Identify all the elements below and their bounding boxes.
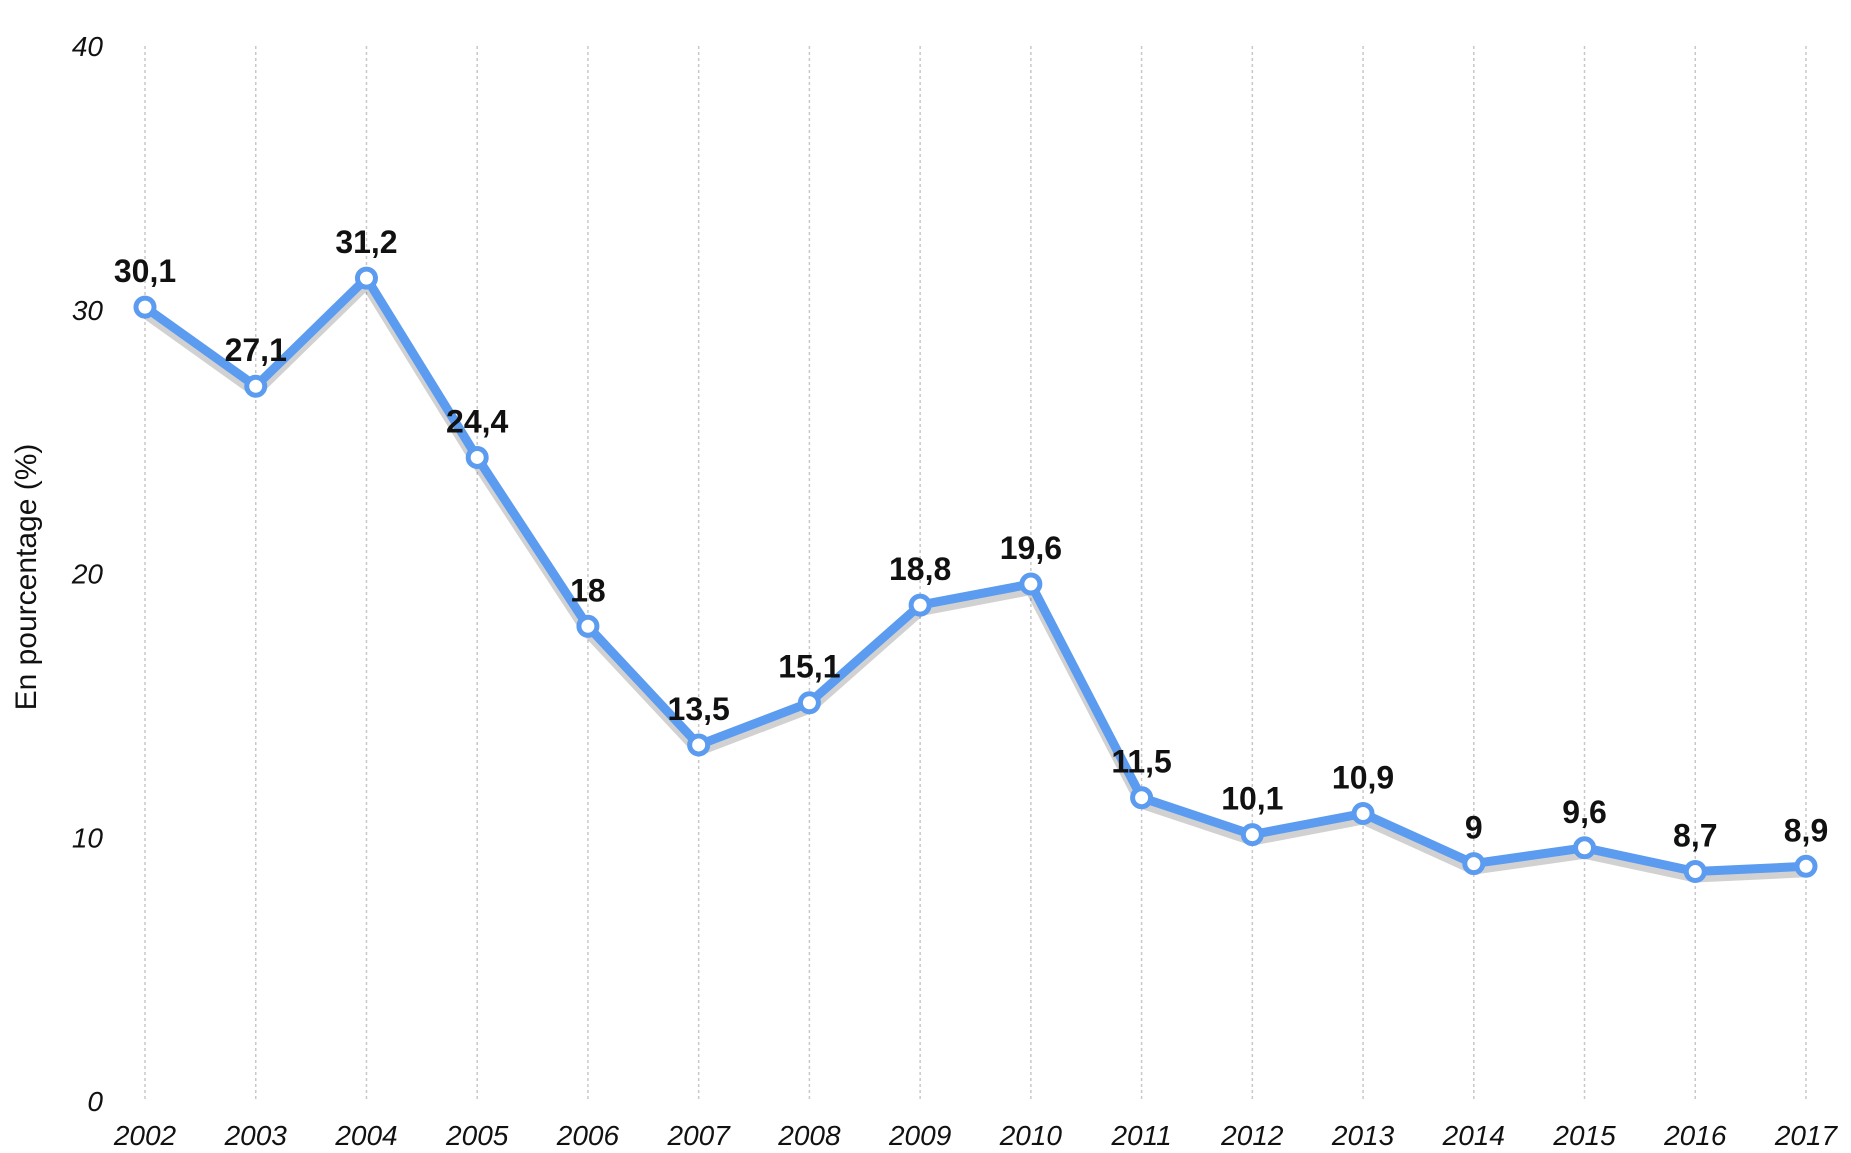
x-tick-label-2003: 2003 bbox=[224, 1120, 288, 1151]
data-point-2011 bbox=[1130, 786, 1154, 810]
data-label-2014: 9 bbox=[1465, 810, 1483, 846]
data-point-2002 bbox=[133, 295, 157, 319]
x-tick-label-2002: 2002 bbox=[113, 1120, 177, 1151]
x-tick-label-2006: 2006 bbox=[556, 1120, 620, 1151]
x-axis-ticks: 2002 2003 2004 2005 2006 2007 2008 2009 2010 2011… bbox=[113, 1120, 1839, 1151]
x-tick-label-2008: 2008 bbox=[777, 1120, 841, 1151]
data-point-2004 bbox=[354, 266, 378, 290]
data-label-2004: 31,2 bbox=[335, 224, 397, 260]
data-label-2012: 10,1 bbox=[1221, 781, 1283, 817]
y-tick-label-20: 20 bbox=[71, 559, 104, 590]
data-point-2008 bbox=[797, 691, 821, 715]
x-tick-label-2016: 2016 bbox=[1663, 1120, 1727, 1151]
data-label-2011: 11,5 bbox=[1111, 744, 1172, 780]
data-point-2013 bbox=[1351, 802, 1375, 826]
data-point-2003 bbox=[244, 374, 268, 398]
data-point-2005 bbox=[465, 445, 489, 469]
grid-lines bbox=[144, 46, 1807, 1101]
data-point-2009 bbox=[908, 593, 932, 617]
data-label-2017: 8,9 bbox=[1784, 812, 1828, 848]
data-label-2013: 10,9 bbox=[1332, 760, 1394, 796]
y-axis-label: En pourcentage (%) bbox=[10, 444, 43, 711]
data-label-2002: 30,1 bbox=[114, 253, 176, 289]
y-tick-label-40: 40 bbox=[72, 31, 104, 62]
data-label-2016: 8,7 bbox=[1673, 818, 1717, 854]
data-label-2008: 15,1 bbox=[778, 649, 840, 685]
data-label-2010: 19,6 bbox=[1000, 530, 1062, 566]
data-point-2017 bbox=[1794, 854, 1818, 878]
data-label-2015: 9,6 bbox=[1562, 794, 1606, 830]
data-point-2014 bbox=[1462, 852, 1486, 876]
y-tick-label-10: 10 bbox=[72, 822, 104, 853]
x-tick-label-2013: 2013 bbox=[1331, 1120, 1395, 1151]
data-label-2009: 18,8 bbox=[889, 551, 951, 587]
x-tick-label-2007: 2007 bbox=[667, 1120, 732, 1151]
data-label-2003: 27,1 bbox=[225, 332, 287, 368]
x-tick-label-2015: 2015 bbox=[1552, 1120, 1616, 1151]
data-point-2007 bbox=[687, 733, 711, 757]
x-tick-label-2011: 2011 bbox=[1110, 1120, 1171, 1151]
x-tick-label-2012: 2012 bbox=[1220, 1120, 1284, 1151]
data-point-2015 bbox=[1573, 836, 1597, 860]
data-points bbox=[133, 266, 1818, 884]
data-point-2012 bbox=[1240, 823, 1264, 847]
data-point-2010 bbox=[1019, 572, 1043, 596]
y-tick-label-30: 30 bbox=[72, 295, 104, 326]
data-label-2005: 24,4 bbox=[446, 403, 508, 439]
x-tick-label-2017: 2017 bbox=[1774, 1120, 1839, 1151]
data-labels: 30,1 27,1 31,2 24,4 18 13,5 15,1 18,8 19,6 11,5 10… bbox=[114, 224, 1828, 853]
y-axis-ticks: 0 10 20 30 40 bbox=[71, 31, 104, 1117]
series-line bbox=[140, 273, 1811, 876]
data-label-2007: 13,5 bbox=[668, 691, 730, 727]
x-tick-label-2004: 2004 bbox=[334, 1120, 397, 1151]
x-tick-label-2005: 2005 bbox=[445, 1120, 509, 1151]
data-point-2006 bbox=[576, 614, 600, 638]
x-tick-label-2010: 2010 bbox=[999, 1120, 1063, 1151]
series-line-shadow bbox=[139, 277, 1812, 883]
x-tick-label-2014: 2014 bbox=[1442, 1120, 1505, 1151]
y-tick-label-0: 0 bbox=[87, 1086, 103, 1117]
data-point-2016 bbox=[1683, 860, 1707, 884]
x-tick-label-2009: 2009 bbox=[888, 1120, 951, 1151]
series-group bbox=[139, 273, 1812, 883]
data-label-2006: 18 bbox=[570, 572, 606, 608]
